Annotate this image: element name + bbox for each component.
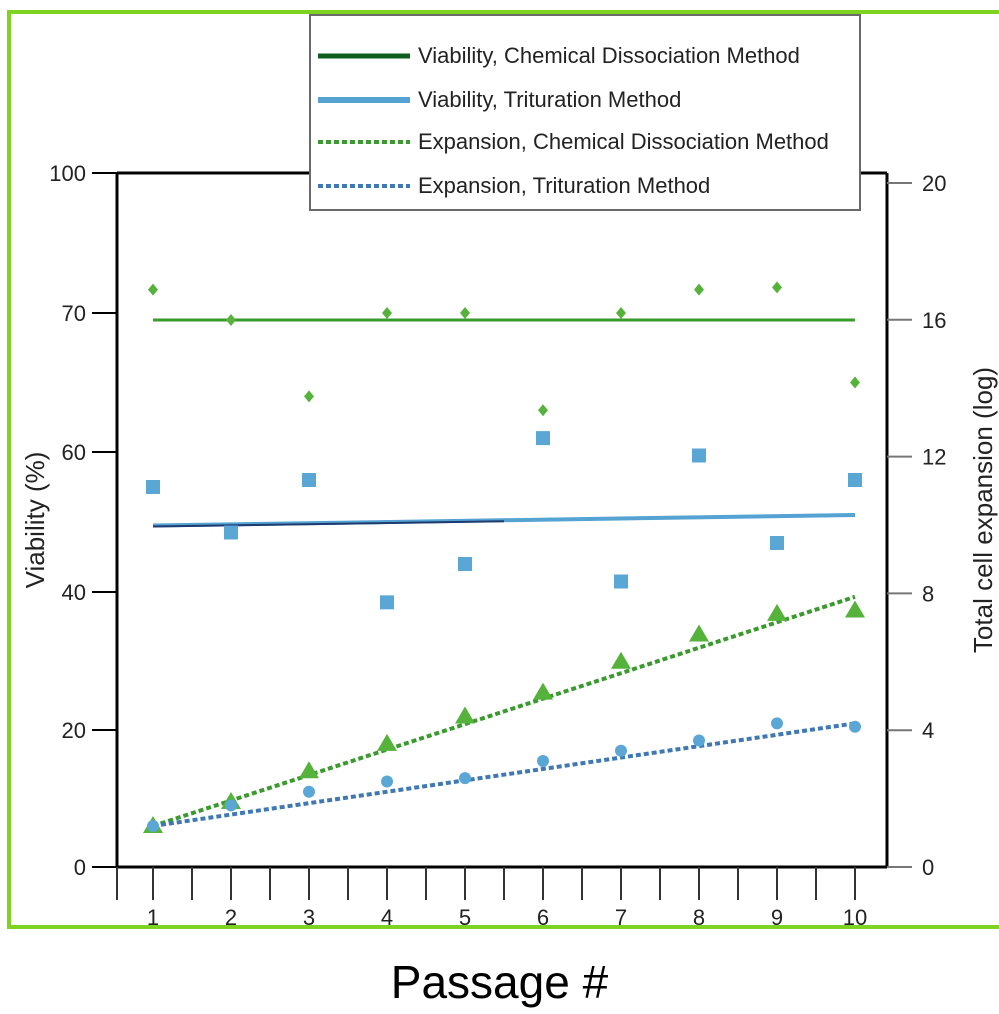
x-tick-label: 3 bbox=[303, 905, 315, 930]
x-tick-label: 7 bbox=[615, 905, 627, 930]
x-axis-title: Passage # bbox=[390, 956, 609, 1008]
point-expansion-chemical bbox=[533, 682, 553, 700]
point-expansion-chemical bbox=[689, 624, 709, 642]
left-tick-label: 60 bbox=[62, 440, 86, 465]
point-expansion-chemical bbox=[845, 600, 865, 618]
point-viability-trituration bbox=[302, 473, 316, 487]
x-tick-label: 6 bbox=[537, 905, 549, 930]
point-viability-chemical bbox=[304, 390, 314, 403]
x-ticks: 1 2 3 4 5 6 7 8 9 10 bbox=[116, 867, 867, 930]
point-expansion-trituration bbox=[459, 772, 471, 785]
right-tick-label: 4 bbox=[922, 718, 934, 743]
point-viability-chemical bbox=[772, 281, 782, 294]
legend: Viability, Chemical Dissociation Method … bbox=[309, 14, 861, 211]
point-viability-trituration bbox=[458, 557, 472, 571]
right-tick-label: 20 bbox=[922, 171, 946, 196]
left-tick-label: 20 bbox=[62, 718, 86, 743]
point-viability-chemical bbox=[148, 283, 158, 296]
point-viability-trituration bbox=[614, 574, 628, 589]
point-expansion-chemical bbox=[455, 706, 475, 724]
x-tick-label: 2 bbox=[225, 905, 237, 930]
figure-frame bbox=[7, 10, 999, 929]
point-viability-trituration bbox=[380, 595, 394, 610]
legend-label: Expansion, Chemical Dissociation Method bbox=[418, 129, 829, 154]
trend-lines bbox=[152, 318, 856, 828]
point-expansion-trituration bbox=[693, 734, 705, 747]
point-viability-chemical bbox=[538, 404, 548, 417]
point-viability-chemical bbox=[382, 307, 392, 319]
x-tick-label: 5 bbox=[459, 905, 471, 930]
x-tick-label: 10 bbox=[843, 905, 867, 930]
x-tick-label: 9 bbox=[771, 905, 783, 930]
legend-label: Viability, Chemical Dissociation Method bbox=[418, 43, 800, 68]
right-y-ticks: 0 4 8 12 16 20 bbox=[887, 171, 946, 880]
trend-expansion-trituration bbox=[152, 721, 856, 828]
left-tick-label: 100 bbox=[49, 161, 86, 186]
left-y-ticks: 0 20 40 60 70 100 bbox=[49, 161, 117, 880]
point-expansion-trituration bbox=[303, 785, 315, 798]
right-tick-label: 12 bbox=[922, 445, 946, 470]
point-expansion-chemical bbox=[767, 603, 787, 621]
point-viability-chemical bbox=[616, 307, 626, 319]
point-viability-chemical bbox=[226, 313, 236, 326]
x-tick-label: 4 bbox=[381, 905, 393, 930]
data-markers bbox=[143, 281, 865, 833]
x-tick-label: 8 bbox=[693, 905, 705, 930]
legend-label: Viability, Trituration Method bbox=[418, 87, 681, 112]
point-expansion-trituration bbox=[381, 775, 393, 788]
point-expansion-chemical bbox=[377, 733, 397, 751]
point-viability-trituration bbox=[224, 525, 238, 540]
right-tick-label: 8 bbox=[922, 581, 934, 606]
left-tick-label: 70 bbox=[62, 301, 86, 326]
left-tick-label: 40 bbox=[62, 580, 86, 605]
left-tick-label: 0 bbox=[74, 855, 86, 880]
trend-viability-trituration-shadow bbox=[152, 520, 505, 528]
left-axis-title: Viability (%) bbox=[20, 452, 50, 589]
point-viability-trituration bbox=[770, 536, 784, 550]
point-expansion-trituration bbox=[615, 744, 627, 757]
trend-expansion-chemical bbox=[152, 594, 856, 828]
point-expansion-trituration bbox=[147, 819, 159, 832]
point-viability-chemical bbox=[694, 283, 704, 296]
right-axis-title: Total cell expansion (log) bbox=[968, 367, 998, 653]
point-viability-chemical bbox=[460, 307, 470, 319]
point-viability-chemical bbox=[850, 376, 860, 389]
point-viability-trituration bbox=[848, 473, 862, 487]
point-expansion-chemical bbox=[611, 651, 631, 669]
point-expansion-trituration bbox=[849, 720, 861, 733]
point-expansion-trituration bbox=[771, 717, 783, 730]
point-expansion-trituration bbox=[537, 754, 549, 767]
legend-box bbox=[309, 14, 861, 211]
point-viability-trituration bbox=[692, 448, 706, 463]
point-viability-trituration bbox=[536, 431, 550, 446]
right-tick-label: 0 bbox=[922, 855, 934, 880]
right-tick-label: 16 bbox=[922, 308, 946, 333]
x-tick-label: 1 bbox=[147, 905, 159, 930]
point-expansion-chemical bbox=[299, 761, 319, 779]
point-expansion-trituration bbox=[225, 799, 237, 812]
legend-label: Expansion, Trituration Method bbox=[418, 173, 710, 198]
point-viability-trituration bbox=[146, 480, 160, 494]
